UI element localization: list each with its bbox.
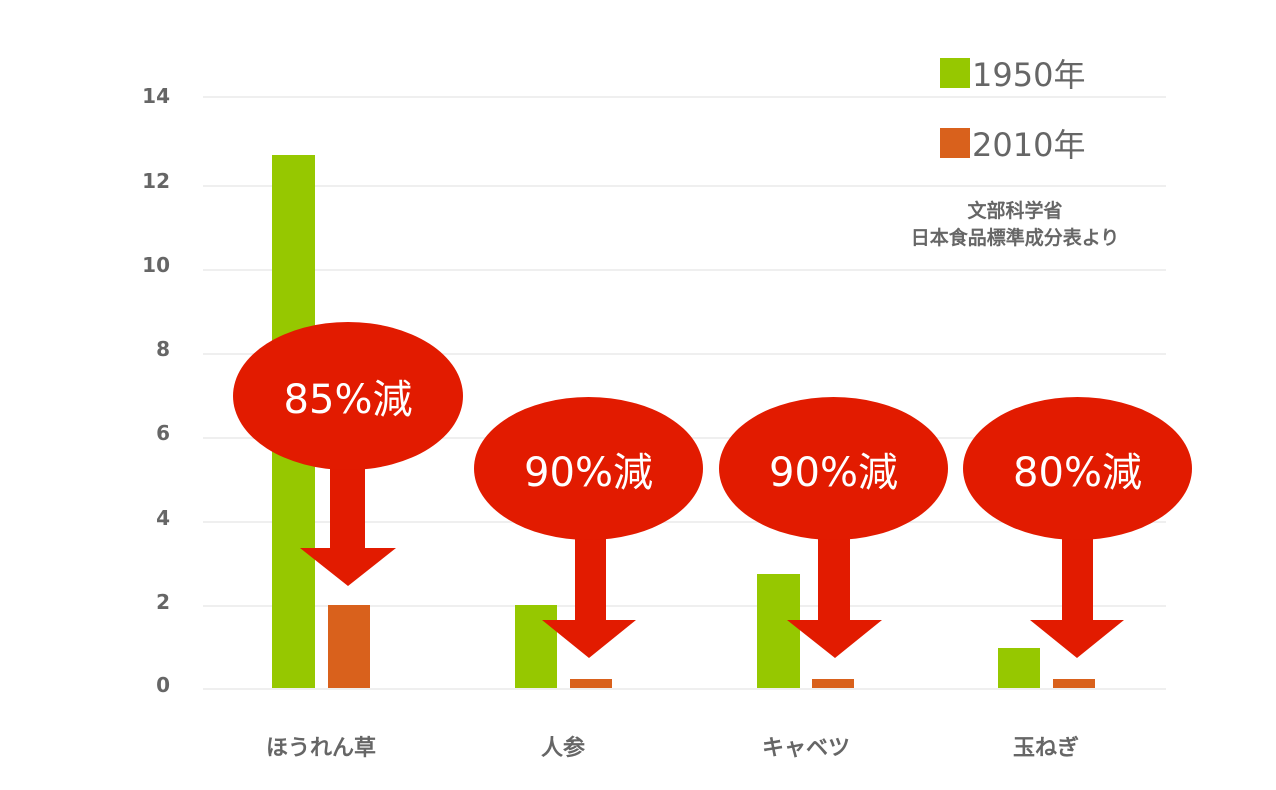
callout-onion: 80%減 <box>963 397 1192 540</box>
legend-label: 2010年 <box>972 126 1086 164</box>
source-note: 文部科学省 日本食品標準成分表より <box>860 198 1170 252</box>
gridline-14 <box>203 96 1166 98</box>
y-tick: 4 <box>156 506 170 530</box>
x-label-carrot: 人参 <box>540 736 585 761</box>
gridline-0 <box>203 688 1166 690</box>
legend-swatch-orange <box>940 128 970 158</box>
bar-cabbage-2010 <box>812 679 854 688</box>
source-line-1: 文部科学省 <box>967 200 1063 222</box>
callout-spinach: 85%減 <box>233 322 463 470</box>
bar-onion-1950 <box>998 648 1040 688</box>
x-label-onion: 玉ねぎ <box>1012 736 1079 761</box>
x-label-spinach: ほうれん草 <box>265 736 376 761</box>
gridline-8 <box>203 353 1166 355</box>
bar-cabbage-1950 <box>757 574 800 688</box>
y-tick: 0 <box>156 673 170 697</box>
gridline-2 <box>203 605 1166 607</box>
source-line-2: 日本食品標準成分表より <box>910 227 1120 249</box>
arrow-down-icon <box>300 450 396 586</box>
y-tick: 2 <box>156 590 170 614</box>
bar-carrot-1950 <box>515 605 557 688</box>
y-tick: 12 <box>142 169 170 193</box>
callout-carrot: 90%減 <box>474 397 703 540</box>
x-label-cabbage: キャベツ <box>761 736 850 761</box>
legend-label: 1950年 <box>972 56 1086 94</box>
arrow-down-icon <box>787 520 882 658</box>
gridline-10 <box>203 269 1166 271</box>
y-tick: 8 <box>156 337 170 361</box>
y-tick: 10 <box>142 253 170 277</box>
arrow-down-icon <box>1030 520 1124 658</box>
legend-item-1950: 1950年 <box>940 50 1085 96</box>
bar-spinach-2010 <box>328 605 370 688</box>
y-tick: 6 <box>156 421 170 445</box>
gridline-12 <box>203 185 1166 187</box>
legend-swatch-green <box>940 58 970 88</box>
bar-onion-2010 <box>1053 679 1095 688</box>
legend-item-2010: 2010年 <box>940 120 1085 166</box>
bar-carrot-2010 <box>570 679 612 688</box>
gridline-4 <box>203 521 1166 523</box>
arrow-down-icon <box>542 520 636 658</box>
callout-cabbage: 90%減 <box>719 397 948 540</box>
y-tick: 14 <box>142 84 170 108</box>
